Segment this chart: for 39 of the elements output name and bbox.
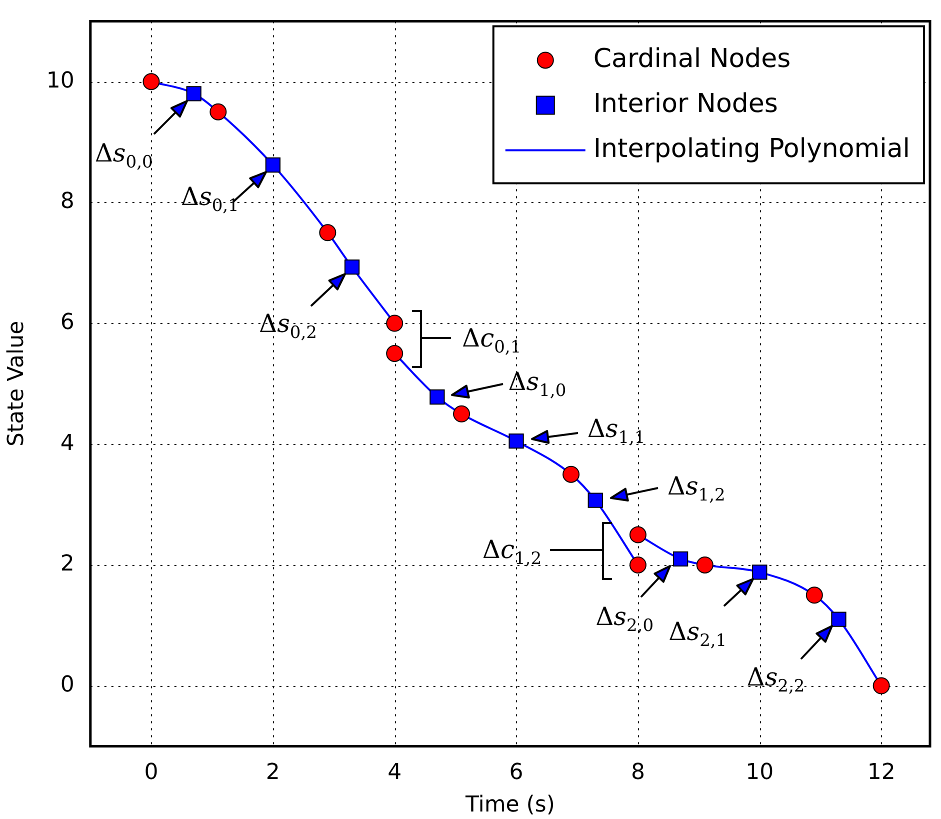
x-tick-label: 0 (144, 760, 158, 786)
x-tick-label: 8 (630, 760, 645, 786)
legend-label: Interior Nodes (593, 88, 778, 119)
point (831, 612, 846, 627)
y-tick-label: 4 (60, 430, 74, 456)
point (672, 551, 688, 566)
x-axis-title: Time (s) (464, 792, 555, 818)
point (696, 556, 714, 574)
point (430, 389, 445, 405)
legend-label: Cardinal Nodes (593, 44, 791, 74)
x-tick-label: 4 (388, 760, 402, 786)
point (186, 86, 202, 102)
point (453, 405, 470, 422)
y-axis-title: State Value (4, 320, 29, 447)
point (142, 73, 160, 90)
y-tick-label: 6 (60, 310, 74, 335)
y-tick-label: 2 (60, 552, 74, 577)
point (588, 492, 603, 508)
point (562, 466, 580, 483)
y-tick-label: 0 (60, 672, 74, 698)
x-tick-label: 2 (266, 760, 280, 786)
point (629, 526, 646, 544)
x-tick-label: 6 (509, 760, 524, 786)
point (265, 157, 280, 173)
point (629, 556, 646, 574)
point (872, 677, 890, 694)
point (806, 586, 823, 604)
y-tick-label: 10 (46, 68, 74, 94)
legend-label: Interpolating Polynomial (593, 134, 910, 164)
y-tick-label: 8 (60, 189, 74, 214)
x-tick-label: 10 (746, 760, 774, 786)
point (319, 224, 336, 242)
point (386, 344, 404, 362)
x-tick-label: 12 (867, 760, 896, 786)
point (386, 314, 404, 332)
point (344, 260, 360, 275)
point (210, 103, 227, 120)
point (508, 434, 524, 449)
point (752, 564, 768, 580)
